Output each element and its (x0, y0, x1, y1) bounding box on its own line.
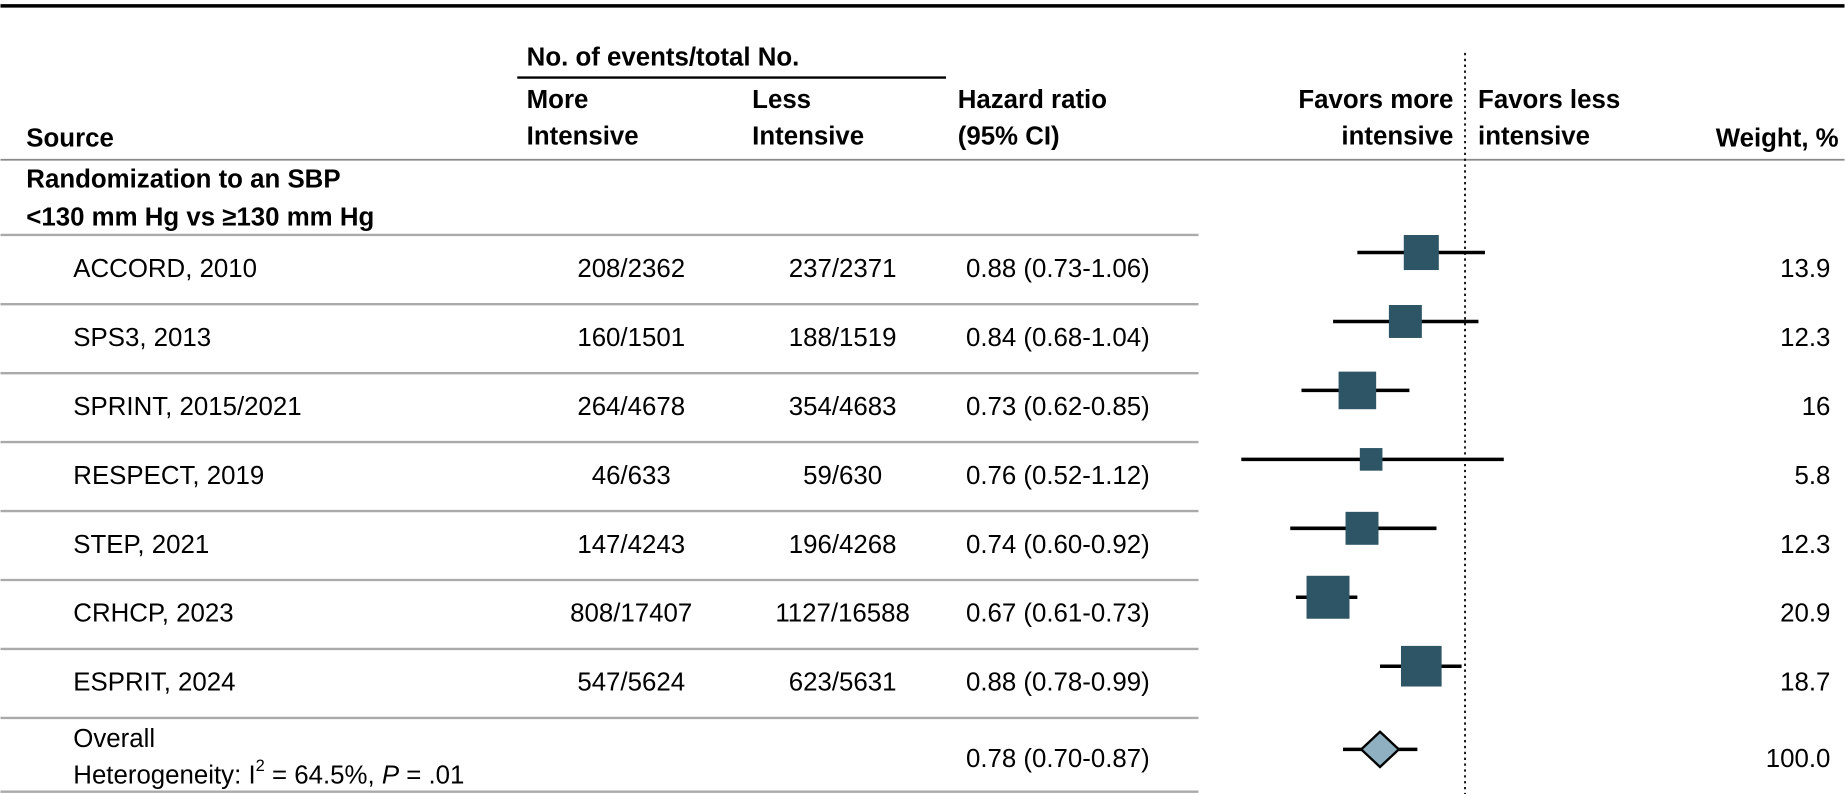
study-name: SPS3, 2013 (73, 324, 211, 352)
study-name: STEP, 2021 (73, 531, 209, 559)
weight-label: 16 (1802, 393, 1831, 421)
events-more: 264/4678 (577, 393, 685, 421)
weight-label: 12.3 (1780, 324, 1830, 352)
heterogeneity-part: = .01 (399, 761, 464, 789)
col-header: Less (752, 86, 811, 114)
weight-label: 18.7 (1780, 669, 1830, 697)
hr-box (1388, 304, 1422, 338)
overall-name: Overall (73, 725, 155, 753)
events-more: 808/17407 (570, 600, 692, 628)
hr-label: 0.78 (0.70-0.87) (966, 745, 1150, 773)
events-less: 188/1519 (789, 324, 897, 352)
hr-label: 0.76 (0.52-1.12) (966, 462, 1150, 490)
group-label: Randomization to an SBP (26, 166, 340, 194)
col-header: Hazard ratio (958, 86, 1107, 114)
overall-diamond (1359, 730, 1401, 769)
weight-label: 20.9 (1780, 600, 1830, 628)
heterogeneity-part: P (382, 761, 400, 789)
hr-label: 0.73 (0.62-0.85) (966, 393, 1150, 421)
hr-box (1345, 511, 1379, 545)
hr-box (1306, 575, 1350, 619)
study-name: CRHCP, 2023 (73, 600, 233, 628)
heterogeneity-part: Heterogeneity: I (73, 761, 255, 789)
events-less: 354/4683 (789, 393, 897, 421)
events-more: 147/4243 (577, 531, 685, 559)
events-less: 1127/16588 (775, 600, 910, 628)
study-name: SPRINT, 2015/2021 (73, 393, 301, 421)
favors-label: Favors less (1478, 86, 1620, 114)
study-name: ESPRIT, 2024 (73, 669, 235, 697)
col-header: Weight, % (1716, 125, 1839, 153)
col-header: (95% CI) (958, 122, 1060, 150)
heterogeneity-part: 2 (256, 757, 265, 775)
events-less: 237/2371 (789, 255, 897, 283)
col-header: Source (26, 125, 114, 153)
favors-label: intensive (1478, 122, 1590, 150)
hr-box (1400, 645, 1442, 687)
col-header: Intensive (752, 122, 864, 150)
hr-label: 0.88 (0.78-0.99) (966, 669, 1150, 697)
heterogeneity-part: = 64.5%, (265, 761, 382, 789)
col-header: More (527, 86, 589, 114)
weight-label: 5.8 (1795, 462, 1831, 490)
events-more: 208/2362 (577, 255, 685, 283)
study-name: ACCORD, 2010 (73, 255, 257, 283)
weight-label: 12.3 (1780, 531, 1830, 559)
events-less: 623/5631 (789, 669, 897, 697)
favors-label: Favors more (1298, 86, 1453, 114)
col-header: Intensive (527, 122, 639, 150)
study-name: RESPECT, 2019 (73, 462, 264, 490)
hr-label: 0.88 (0.73-1.06) (966, 255, 1150, 283)
hr-label: 0.84 (0.68-1.04) (966, 324, 1150, 352)
events-header: No. of events/total No. (527, 44, 800, 72)
favors-label: intensive (1341, 122, 1453, 150)
hr-label: 0.74 (0.60-0.92) (966, 531, 1150, 559)
group-label: <130 mm Hg vs ≥130 mm Hg (26, 203, 374, 231)
hr-box (1403, 235, 1439, 271)
weight-label: 100.0 (1766, 745, 1831, 773)
events-more: 46/633 (592, 462, 671, 490)
events-less: 196/4268 (789, 531, 897, 559)
weight-label: 13.9 (1780, 255, 1830, 283)
events-less: 59/630 (803, 462, 882, 490)
hr-label: 0.67 (0.61-0.73) (966, 600, 1150, 628)
events-more: 547/5624 (577, 669, 685, 697)
hr-box (1359, 448, 1383, 471)
hr-box (1338, 371, 1377, 410)
heterogeneity: Heterogeneity: I2 = 64.5%, P = .01 (73, 757, 464, 789)
events-more: 160/1501 (577, 324, 685, 352)
